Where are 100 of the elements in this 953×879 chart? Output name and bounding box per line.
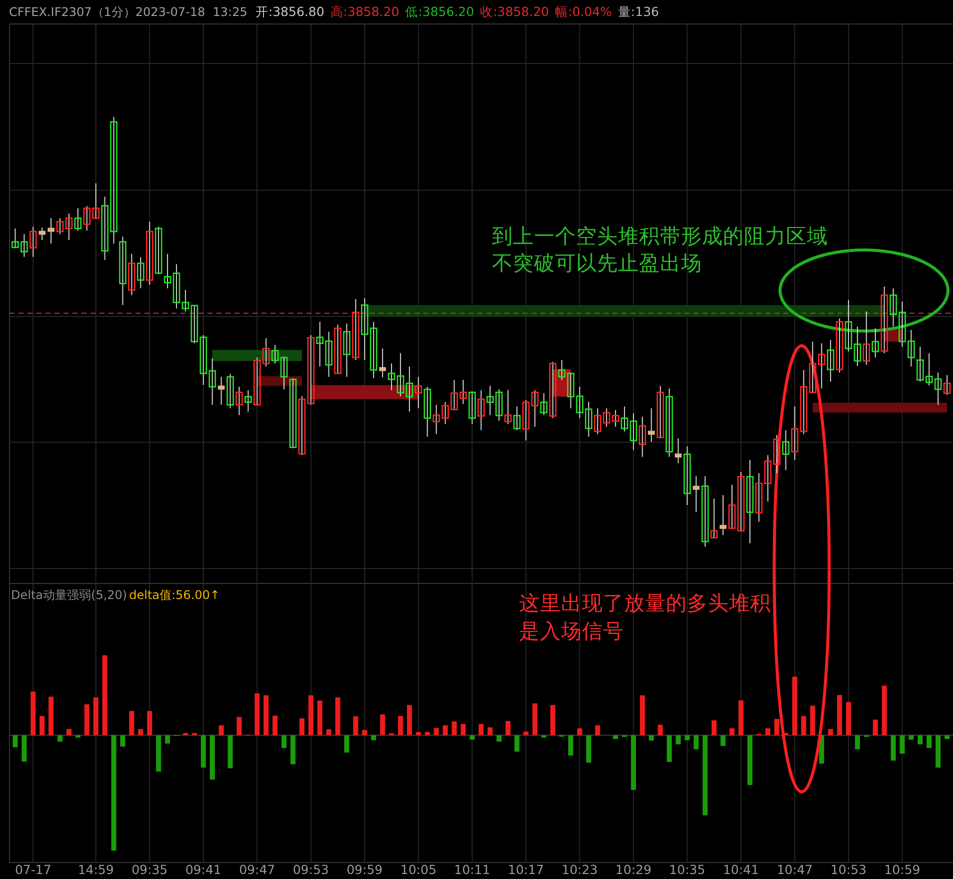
bar — [66, 728, 72, 736]
text: 开:3856.80 — [255, 4, 324, 19]
bar — [380, 714, 386, 736]
bar — [282, 735, 286, 748]
candlestick — [468, 390, 476, 425]
x-tick-label: 10:17 — [508, 862, 544, 877]
bar — [58, 735, 62, 742]
candlestick — [836, 318, 844, 374]
bar — [846, 702, 851, 736]
bar — [236, 716, 242, 736]
candlestick — [236, 386, 243, 416]
candlestick — [674, 438, 682, 464]
bar — [290, 735, 296, 764]
bar — [658, 724, 663, 736]
bar — [630, 735, 636, 790]
bar — [442, 725, 448, 736]
candlestick — [943, 374, 951, 396]
bar — [406, 704, 412, 736]
candlestick — [612, 409, 620, 428]
candlestick — [477, 390, 485, 431]
bar — [317, 700, 322, 736]
candlestick — [602, 408, 610, 428]
bar — [102, 655, 108, 736]
bar — [272, 716, 278, 736]
candlestick — [513, 406, 521, 431]
candlestick — [146, 221, 154, 286]
bar — [550, 704, 556, 736]
bar — [182, 732, 188, 736]
bar — [335, 697, 340, 736]
candlestick — [343, 323, 350, 378]
candlestick — [826, 339, 834, 382]
x-tick-label: 10:41 — [722, 862, 759, 877]
bar — [568, 735, 574, 756]
candlestick — [594, 408, 602, 435]
bar — [147, 710, 152, 736]
candlestick — [620, 406, 628, 432]
candlestick — [136, 256, 144, 289]
bar — [496, 735, 502, 742]
bar — [712, 720, 717, 736]
candlestick — [638, 416, 646, 458]
candlestick — [684, 446, 691, 506]
candlestick — [630, 412, 638, 450]
chart-title: CFFEX.IF2307（1分）2023-07-18 13:25 — [9, 5, 248, 19]
bar — [30, 692, 36, 736]
bar — [192, 732, 197, 736]
x-tick-label: 10:47 — [776, 862, 813, 877]
bar — [810, 706, 816, 736]
candlestick — [48, 218, 54, 244]
bar — [854, 735, 860, 750]
bar — [890, 735, 896, 761]
candlestick — [710, 498, 718, 540]
bar — [129, 710, 134, 736]
bar — [12, 735, 18, 748]
bar — [837, 694, 842, 736]
bar — [577, 728, 582, 736]
bar — [398, 716, 403, 736]
bar — [676, 735, 681, 744]
candlestick — [495, 388, 503, 422]
candlestick — [38, 227, 46, 241]
bar — [747, 735, 752, 785]
candlestick — [720, 494, 726, 536]
bar — [165, 735, 170, 744]
bar — [111, 735, 116, 851]
bar — [48, 696, 54, 736]
candlestick — [872, 328, 880, 358]
bar — [40, 716, 45, 736]
candlestick — [379, 348, 386, 378]
candlestick — [486, 385, 494, 416]
x-tick-label: 10:53 — [830, 862, 866, 877]
candlestick — [701, 476, 709, 548]
bar — [424, 732, 430, 736]
x-tick-label: 10:35 — [669, 862, 706, 877]
bar — [918, 735, 923, 744]
bar — [308, 695, 314, 736]
candlestick — [880, 286, 888, 354]
bar — [872, 720, 878, 736]
bar — [666, 735, 672, 762]
candlestick — [782, 430, 790, 471]
bar — [22, 735, 27, 762]
x-tick-label: 10:59 — [884, 862, 920, 877]
bar — [353, 716, 358, 736]
candlestick — [289, 378, 297, 449]
bar — [264, 695, 269, 736]
bar — [120, 735, 126, 747]
chart-title: Delta动量强弱(5,20) — [11, 588, 128, 602]
bar — [506, 721, 510, 736]
bar — [84, 704, 90, 736]
x-tick-label: 07-17 — [14, 862, 52, 877]
bar — [344, 735, 350, 753]
x-tick-label: 10:05 — [400, 862, 436, 877]
bar — [218, 725, 224, 736]
x-tick-label: 10:23 — [562, 862, 598, 877]
text: 收:3858.20 — [480, 4, 550, 19]
candlestick — [844, 299, 852, 352]
candlestick — [172, 264, 180, 309]
annotation: 到上一个空头堆积带形成的阻力区域 — [492, 224, 828, 248]
bar — [156, 735, 162, 772]
candlestick — [406, 366, 414, 412]
bar — [801, 716, 806, 736]
annotation: 不突破可以先止盈出场 — [492, 251, 702, 275]
